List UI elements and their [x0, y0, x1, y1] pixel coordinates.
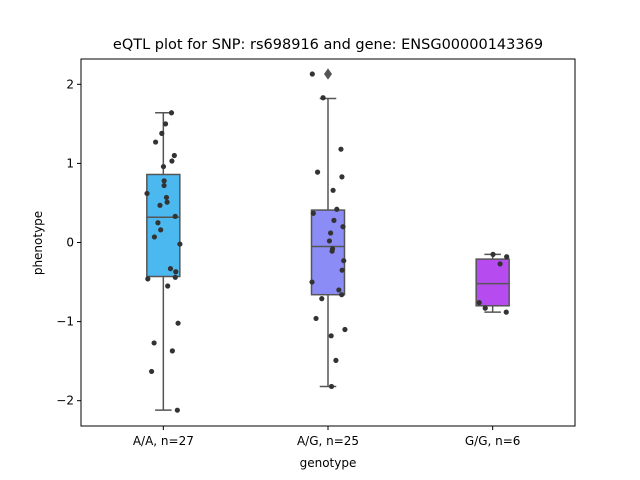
y-axis-label: phenotype [31, 211, 45, 275]
data-point [162, 121, 169, 127]
x-tick-label: A/G, n=25 [297, 434, 359, 448]
x-axis: A/A, n=27 A/G, n=25 G/G, n=6 [133, 426, 521, 448]
data-point [167, 266, 174, 272]
data-point [158, 227, 164, 233]
data-point [161, 182, 167, 189]
data-point [175, 320, 181, 326]
data-point [159, 130, 165, 136]
data-point [342, 326, 348, 333]
data-point [328, 230, 334, 236]
data-point [333, 357, 339, 363]
box-group [309, 68, 348, 390]
data-point [151, 234, 158, 240]
data-point [169, 158, 175, 164]
data-point [310, 210, 316, 216]
y-tick-label: −1 [56, 315, 74, 329]
data-point [476, 300, 482, 306]
data-point [330, 187, 336, 193]
data-point [174, 407, 180, 413]
data-point [314, 169, 321, 175]
data-point [309, 71, 315, 77]
data-point [164, 199, 170, 205]
data-point [155, 220, 161, 226]
data-point [177, 241, 183, 247]
plot-area [144, 68, 510, 413]
data-point [171, 152, 177, 159]
data-point [490, 251, 496, 257]
data-point [336, 287, 342, 293]
data-point [504, 254, 510, 260]
data-point [168, 110, 175, 116]
data-point [145, 276, 151, 282]
data-point [172, 213, 178, 219]
plot-frame [80, 58, 576, 427]
data-point [152, 139, 159, 145]
y-tick-label: 1 [66, 156, 74, 170]
data-point [173, 269, 179, 275]
x-tick-label: A/A, n=27 [133, 434, 194, 448]
outlier-marker [324, 68, 332, 80]
box [310, 209, 346, 296]
data-point [169, 348, 175, 354]
x-axis-label: genotype [300, 456, 357, 470]
data-point [497, 261, 503, 267]
data-point [148, 368, 155, 375]
data-point [482, 305, 488, 311]
data-point [320, 95, 326, 101]
box-group [475, 251, 510, 315]
data-point [172, 274, 178, 280]
data-point [326, 238, 333, 244]
data-point [328, 333, 334, 339]
data-point [339, 267, 345, 273]
data-point [157, 202, 163, 208]
y-tick-label: −2 [56, 394, 74, 408]
x-tick-label: G/G, n=6 [465, 434, 521, 448]
data-point [151, 340, 157, 346]
data-point [328, 383, 335, 390]
data-point [339, 292, 345, 298]
data-point [503, 309, 509, 315]
data-point [340, 224, 346, 230]
data-point [165, 283, 171, 289]
y-tick-label: 2 [66, 77, 74, 91]
data-point [319, 296, 325, 302]
data-point [144, 190, 150, 197]
y-tick-label: 0 [66, 236, 74, 250]
data-point [160, 163, 167, 170]
box [146, 173, 181, 278]
box-group [144, 110, 183, 413]
y-axis: −2 −1 0 1 2 [56, 77, 81, 408]
box [475, 258, 510, 307]
data-point [338, 146, 344, 152]
data-point [341, 258, 347, 264]
data-point [163, 194, 170, 201]
data-point [309, 279, 315, 285]
data-point [329, 248, 335, 254]
data-point [334, 206, 340, 212]
data-point [339, 174, 345, 180]
data-point [331, 217, 337, 223]
chart-title: eQTL plot for SNP: rs698916 and gene: EN… [113, 37, 543, 53]
data-point [161, 178, 167, 184]
data-point [313, 315, 319, 322]
